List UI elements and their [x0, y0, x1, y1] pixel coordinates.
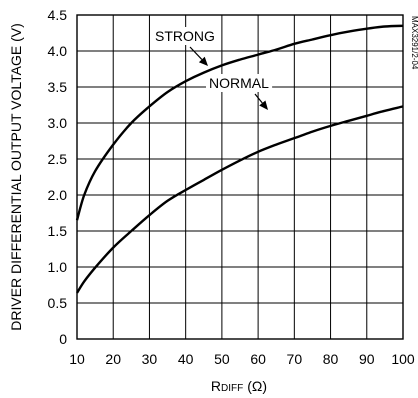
- y-tick-label: 3.0: [48, 115, 68, 131]
- x-axis-title: RDIFF (Ω): [211, 378, 267, 394]
- y-tick-label: 4.5: [48, 7, 68, 23]
- annotation-arrowhead: [198, 56, 208, 66]
- x-tick-label: 50: [214, 351, 230, 367]
- tick-labels: 10 20 30 40 50 60 70 80 90 100 0 0.5 1.0 1.5 2.0 2.5 3.0…: [48, 7, 415, 367]
- x-tick-label: 60: [250, 351, 266, 367]
- annotation-label-strong: STRONG: [155, 28, 215, 44]
- grid: [76, 14, 404, 340]
- annotations: STRONG NORMAL: [152, 27, 273, 110]
- y-tick-label: 2.0: [48, 187, 68, 203]
- y-tick-label: 2.5: [48, 151, 68, 167]
- y-tick-label: 4.0: [48, 43, 68, 59]
- x-tick-label: 20: [105, 351, 121, 367]
- figure-id: MAX3291/2-04: [410, 16, 418, 70]
- x-tick-label: 70: [287, 351, 303, 367]
- x-tick-label: 90: [359, 351, 375, 367]
- y-tick-label: 3.5: [48, 79, 68, 95]
- series-line-strong: [75, 24, 404, 221]
- annotation-bg: [152, 27, 218, 45]
- x-tick-label: 10: [69, 351, 85, 367]
- x-tick-label: 30: [142, 351, 158, 367]
- y-axis-title: DRIVER DIFFERENTIAL OUTPUT VOLTAGE (V): [8, 23, 24, 331]
- annotation-arrowhead: [259, 100, 268, 110]
- curves: [75, 24, 404, 294]
- annotation-leader: [254, 93, 263, 104]
- annotation-label-normal: NORMAL: [209, 75, 269, 91]
- annotation-leader: [189, 46, 203, 60]
- x-tick-label: 80: [323, 351, 339, 367]
- x-tick-label: 100: [391, 351, 415, 367]
- x-tick-label: 40: [178, 351, 194, 367]
- y-tick-label: 0: [59, 331, 67, 347]
- plot-frame: [76, 14, 404, 340]
- y-tick-label: 0.5: [48, 295, 68, 311]
- y-tick-label: 1.5: [48, 223, 68, 239]
- annotation-bg: [206, 74, 273, 92]
- series-line-normal: [75, 105, 404, 294]
- y-tick-label: 1.0: [48, 259, 68, 275]
